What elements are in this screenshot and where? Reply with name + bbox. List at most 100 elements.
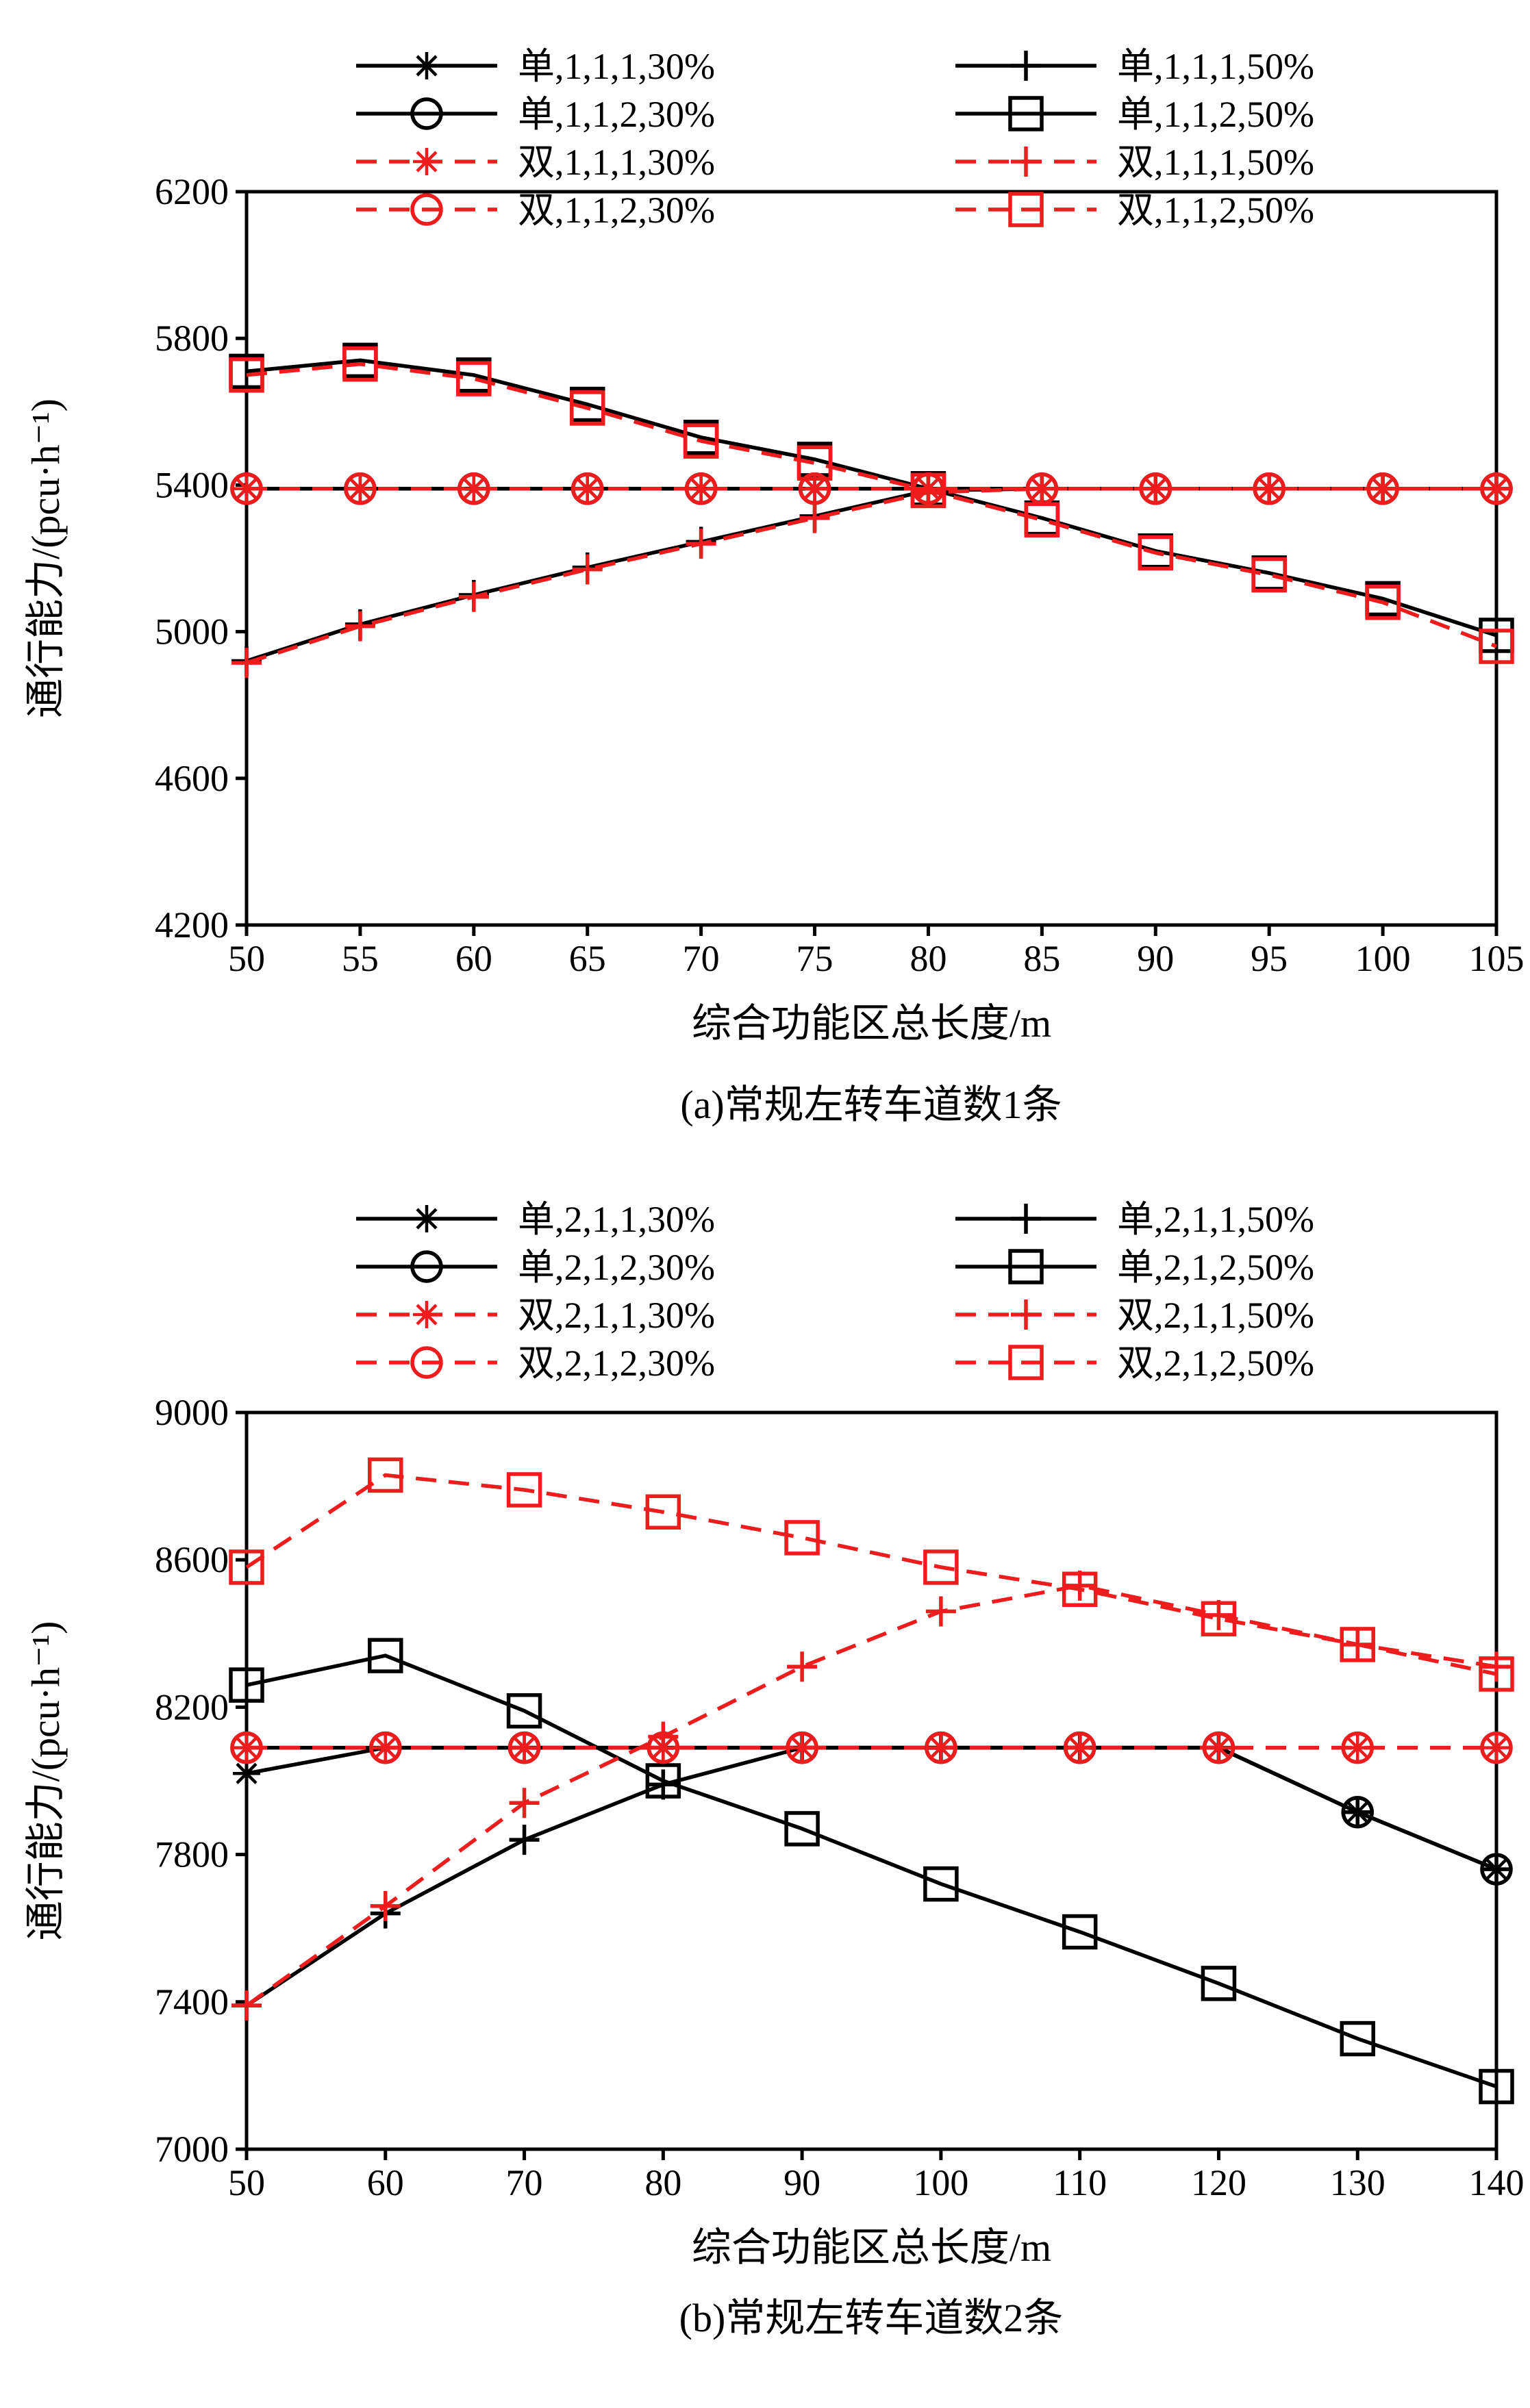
legend-label: 单,2,1,1,30%	[518, 1199, 715, 1240]
series-单,2,1,2,30%	[230, 1731, 1513, 1886]
plus-marker	[509, 1825, 540, 1855]
x-tick-label: 95	[1251, 938, 1288, 979]
circle-marker	[786, 1731, 818, 1764]
asterisk-marker	[413, 52, 440, 79]
legend-item-单,1,1,1,30%: 单,1,1,1,30%	[356, 46, 715, 87]
x-tick-label: 100	[913, 2162, 968, 2203]
legend-item-单,2,1,2,30%: 单,2,1,2,30%	[356, 1247, 715, 1288]
square-marker	[1201, 1966, 1237, 2001]
legend-item-双,1,1,1,50%: 双,1,1,1,50%	[955, 142, 1314, 183]
x-tick-label: 50	[228, 2162, 265, 2203]
square-marker	[683, 423, 719, 459]
x-tick-label: 75	[797, 938, 833, 979]
square-marker	[1251, 557, 1287, 593]
square-marker	[910, 472, 946, 509]
chart-b-canvas: 50 60 70 80 90 100 110 120 130 140 7000 7400 7800 820…	[23, 1199, 1525, 2270]
x-tick-label: 85	[1023, 938, 1060, 979]
plus-marker	[1027, 473, 1057, 504]
square-marker	[923, 1866, 959, 1902]
plus-marker	[370, 1890, 401, 1921]
plus-marker	[1481, 473, 1512, 504]
square-marker	[1340, 1627, 1375, 1662]
square-marker	[229, 357, 264, 393]
x-tick-label: 120	[1191, 2162, 1246, 2203]
legend-item-双,1,1,1,30%: 双,1,1,1,30%	[356, 142, 715, 183]
y-tick-label: 4200	[155, 904, 229, 946]
square-marker	[342, 346, 378, 382]
legend-item-单,2,1,2,50%: 单,2,1,2,50%	[955, 1247, 1314, 1288]
y-tick-label: 8200	[155, 1686, 229, 1727]
square-marker	[1062, 1914, 1098, 1950]
x-tick-label: 80	[644, 2162, 681, 2203]
asterisk-marker	[1344, 1734, 1372, 1762]
series-line	[245, 1584, 1497, 2007]
legend-item-双,1,1,2,30%: 双,1,1,2,30%	[356, 190, 715, 231]
y-tick-label: 9000	[155, 1392, 229, 1433]
legend-label: 双,1,1,2,30%	[518, 190, 715, 231]
square-marker	[645, 1494, 681, 1530]
y-tick-label: 5800	[155, 318, 229, 359]
circle-marker	[369, 1731, 402, 1764]
plus-marker	[458, 581, 489, 612]
x-axis-title: 综合功能区总长度/m	[692, 2225, 1051, 2270]
series-单,1,1,2,50%	[229, 342, 1514, 653]
circle-marker	[1063, 1731, 1096, 1764]
circle-marker	[507, 1731, 541, 1764]
chart-b-section: 50 60 70 80 90 100 110 120 130 140 7000 7400 7800 820…	[0, 1189, 1530, 2357]
plus-marker	[1064, 1570, 1095, 1601]
x-axis: 50 55 60 65 70 75 80 85 90 95 100 105	[228, 925, 1525, 979]
chart-a-caption: (a)常规左转车道数1条	[680, 1082, 1062, 1127]
plus-marker	[686, 529, 716, 559]
legend-label: 单,1,1,2,30%	[518, 94, 715, 135]
legend: 单,1,1,1,30% 单,1,1,2,30% 双,1,1,1,30% 双,1,1,2…	[356, 46, 1314, 231]
chart-a-canvas: 50 55 60 65 70 75 80 85 90 95 100 105 4200 4600 5000 54…	[23, 46, 1525, 1045]
x-tick-label: 80	[910, 938, 946, 979]
x-tick-label: 100	[1355, 938, 1411, 979]
y-tick-label: 7800	[155, 1834, 229, 1875]
legend-label: 双,1,1,2,50%	[1117, 190, 1314, 231]
y-tick-label: 5400	[155, 464, 229, 505]
plus-marker	[1368, 473, 1399, 504]
legend-label: 双,1,1,1,30%	[518, 142, 715, 183]
legend-item-双,1,1,2,50%: 双,1,1,2,50%	[955, 190, 1314, 231]
y-axis-title: 通行能力/(pcu·h⁻¹)	[23, 398, 68, 718]
legend-label: 单,1,1,2,50%	[1117, 94, 1314, 135]
legend-label: 单,2,1,2,30%	[518, 1247, 715, 1288]
legend-label: 双,2,1,1,30%	[518, 1295, 715, 1336]
legend: 单,2,1,1,30% 单,2,1,2,30% 双,2,1,1,30% 双,2,1,2…	[356, 1199, 1314, 1384]
plus-marker	[1011, 147, 1041, 177]
y-axis-title: 通行能力/(pcu·h⁻¹)	[23, 1621, 68, 1941]
square-marker	[784, 1811, 820, 1847]
y-tick-label: 8600	[155, 1539, 229, 1580]
legend-label: 双,1,1,1,50%	[1117, 142, 1314, 183]
x-tick-label: 105	[1469, 938, 1525, 979]
legend-item-双,2,1,1,50%: 双,2,1,1,50%	[955, 1295, 1314, 1336]
plus-marker	[231, 648, 262, 679]
plus-marker	[799, 503, 830, 533]
asterisk-marker	[788, 1734, 816, 1762]
x-axis-title: 综合功能区总长度/m	[692, 1001, 1051, 1045]
square-marker	[784, 1520, 820, 1556]
square-marker	[923, 1549, 959, 1585]
plus-marker	[509, 1788, 540, 1818]
chart-a-section: 50 55 60 65 70 75 80 85 90 95 100 105 4200 4600 5000 54…	[0, 10, 1530, 1143]
y-tick-label: 7400	[155, 1981, 229, 2023]
legend-label: 单,2,1,2,50%	[1117, 1247, 1314, 1288]
chart-b-caption: (b)常规左转车道数2条	[679, 2296, 1064, 2340]
x-tick-label: 70	[506, 2162, 543, 2203]
square-marker	[645, 1763, 681, 1799]
plus-marker	[572, 554, 603, 585]
plus-marker	[648, 1721, 679, 1752]
series-line	[247, 1745, 1498, 1871]
circle-marker	[1480, 1731, 1513, 1764]
circle-marker	[230, 1731, 263, 1764]
plus-marker	[1011, 51, 1041, 81]
x-tick-label: 55	[342, 938, 379, 979]
legend-label: 双,2,1,1,50%	[1117, 1295, 1314, 1336]
x-tick-label: 60	[455, 938, 492, 979]
asterisk-marker	[413, 1301, 440, 1328]
series-单,2,1,1,30%	[233, 1734, 1510, 1884]
series-line	[246, 1745, 1498, 1871]
x-tick-label: 60	[367, 2162, 404, 2203]
y-axis: 7000 7400 7800 8200 8600 9000	[155, 1392, 247, 2170]
